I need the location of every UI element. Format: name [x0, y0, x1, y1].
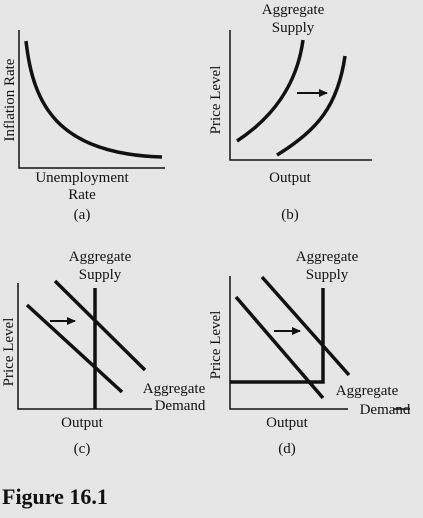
panel-c: Aggregate Supply Aggregate Demand Price …	[1, 249, 206, 457]
panel-d-supply-label-line2: Supply	[306, 267, 349, 283]
panel-b-x-label: Output	[269, 170, 312, 186]
panel-a: Inflation Rate Unemployment Rate (a)	[2, 30, 165, 223]
panel-a-caption: (a)	[74, 207, 91, 223]
panel-d-demand-label-line2: Demand	[360, 402, 411, 418]
panel-d-y-label: Price Level	[208, 311, 224, 380]
demand-curve-shifted	[53, 279, 147, 372]
panel-b-supply-label-line1: Aggregate	[262, 2, 325, 18]
panel-a-x-label-line2: Rate	[68, 187, 96, 203]
panel-b-y-label: Price Level	[208, 66, 224, 135]
panel-a-x-label-line1: Unemployment	[35, 170, 129, 186]
reverse-l-supply-curve	[230, 288, 325, 384]
supply-curve-shifted	[276, 55, 347, 157]
panel-c-demand-label-line2: Demand	[155, 398, 206, 414]
panel-c-caption: (c)	[74, 441, 91, 457]
panel-c-y-label: Price Level	[1, 318, 17, 387]
supply-curve-original	[236, 39, 305, 143]
panel-d: Aggregate Supply Aggregate Demand Price …	[208, 249, 411, 457]
panel-d-caption: (d)	[278, 441, 296, 457]
panel-c-supply-label-line2: Supply	[79, 267, 122, 283]
figure-title: Figure 16.1	[2, 484, 108, 509]
panel-d-demand-label-line1: Aggregate	[336, 383, 399, 399]
phillips-curve	[24, 40, 163, 159]
panel-b-caption: (b)	[281, 207, 299, 223]
panel-b-axes	[229, 30, 372, 161]
panel-d-axes	[229, 276, 348, 410]
panel-c-demand-label-line1: Aggregate	[143, 381, 206, 397]
demand-curve-original	[25, 303, 124, 394]
panel-c-axes	[17, 283, 152, 410]
panel-b: Aggregate Supply Price Level Output (b)	[208, 2, 372, 223]
panel-c-x-label: Output	[61, 415, 104, 431]
panel-a-axes	[18, 30, 165, 169]
panel-b-supply-label-line2: Supply	[272, 20, 315, 36]
panel-c-supply-label-line1: Aggregate	[69, 249, 132, 265]
demand-curve-original	[234, 295, 325, 400]
panel-a-y-label: Inflation Rate	[2, 58, 18, 141]
panel-d-supply-label-line1: Aggregate	[296, 249, 359, 265]
panel-d-x-label: Output	[266, 415, 309, 431]
demand-curve-shifted	[260, 275, 351, 377]
